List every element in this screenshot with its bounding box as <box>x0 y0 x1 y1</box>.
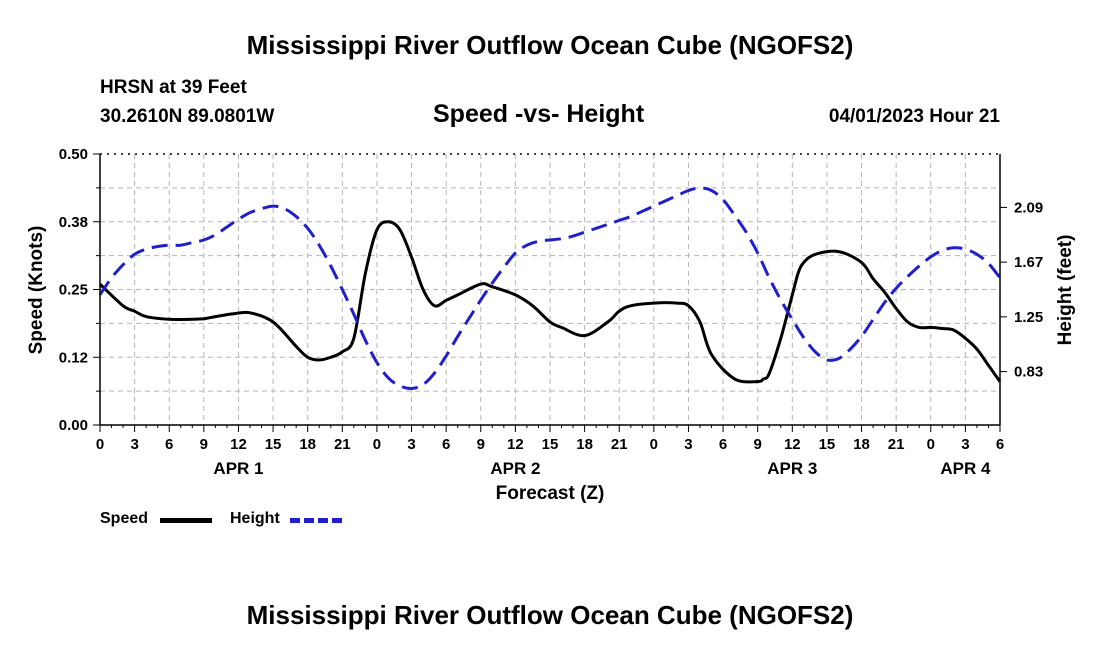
x-tick-label: 3 <box>130 436 138 453</box>
x-tick-label: 12 <box>784 436 801 453</box>
x-tick-label: 12 <box>507 436 524 453</box>
y-left-tick-label: 0.38 <box>59 214 88 231</box>
x-tick-label: 21 <box>334 436 351 453</box>
y-left-tick-label: 0.00 <box>59 417 88 434</box>
day-label: APR 3 <box>767 459 817 478</box>
x-tick-label: 12 <box>230 436 247 453</box>
x-tick-label: 3 <box>684 436 692 453</box>
x-tick-label: 18 <box>576 436 593 453</box>
x-tick-label: 0 <box>96 436 104 453</box>
y-left-tick-label: 0.25 <box>59 282 88 299</box>
legend-height-swatch <box>290 518 342 523</box>
x-tick-label: 9 <box>477 436 485 453</box>
x-tick-label: 0 <box>373 436 381 453</box>
series-layer <box>98 186 1002 391</box>
day-label: APR 4 <box>940 459 991 478</box>
tick-labels: 0 3 6 9 12 15 18 21 0 3 6 9 12 15 18 21 0 3 6 9 12 15 18 21 0 3 6A… <box>59 146 1043 478</box>
legend-speed-label: Speed <box>100 510 149 527</box>
x-tick-label: 0 <box>650 436 658 453</box>
x-tick-label: 15 <box>542 436 559 453</box>
legend-speed-swatch <box>160 518 212 523</box>
x-tick-label: 18 <box>299 436 316 453</box>
station-label: HRSN at 39 Feet <box>100 77 247 98</box>
x-tick-label: 21 <box>888 436 905 453</box>
y-right-tick-label: 1.25 <box>1014 309 1043 326</box>
y-right-tick-label: 1.67 <box>1014 254 1043 271</box>
day-label: APR 1 <box>213 459 263 478</box>
coordinates-label: 30.2610N 89.0801W <box>100 106 275 127</box>
x-tick-label: 18 <box>853 436 870 453</box>
y-left-tick-label: 0.50 <box>59 146 88 163</box>
x-tick-label: 9 <box>200 436 208 453</box>
series-line-speed <box>98 220 1002 384</box>
chart-title-bottom: Mississippi River Outflow Ocean Cube (NG… <box>246 600 854 630</box>
y-right-tick-label: 0.83 <box>1014 364 1043 381</box>
x-tick-label: 9 <box>754 436 762 453</box>
legend-height-label: Height <box>230 510 280 527</box>
forecast-datetime: 04/01/2023 Hour 21 <box>828 106 1000 127</box>
x-tick-label: 6 <box>996 436 1004 453</box>
gridlines <box>100 154 1000 425</box>
y-axis-left-title: Speed (Knots) <box>26 225 47 355</box>
x-tick-label: 6 <box>165 436 173 453</box>
chart-title-top: Mississippi River Outflow Ocean Cube (NG… <box>246 30 854 60</box>
x-tick-label: 0 <box>927 436 935 453</box>
y-left-tick-label: 0.12 <box>59 349 88 366</box>
x-tick-label: 3 <box>961 436 969 453</box>
x-tick-label: 6 <box>442 436 450 453</box>
x-tick-label: 21 <box>611 436 628 453</box>
x-axis-title: Forecast (Z) <box>495 483 605 504</box>
series-line-height <box>98 186 1002 391</box>
x-tick-label: 6 <box>719 436 727 453</box>
x-tick-label: 15 <box>819 436 836 453</box>
axes <box>93 153 1007 432</box>
chart-subtitle: Speed -vs- Height <box>433 100 645 128</box>
x-tick-label: 3 <box>407 436 415 453</box>
x-tick-label: 15 <box>265 436 282 453</box>
y-right-tick-label: 2.09 <box>1014 199 1043 216</box>
day-label: APR 2 <box>490 459 540 478</box>
y-axis-right-title: Height (feet) <box>1055 234 1076 346</box>
